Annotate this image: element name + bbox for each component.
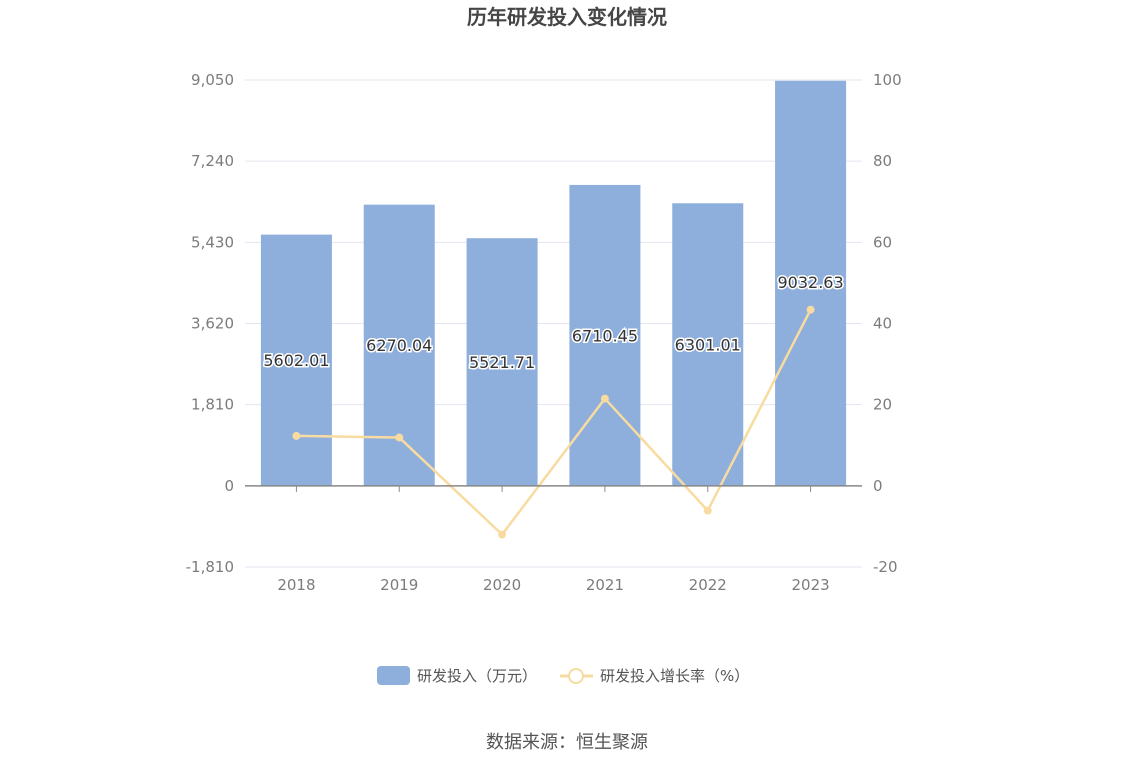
x-tick-label: 2021 (586, 576, 624, 594)
y-left-tick-label: -1,810 (186, 558, 234, 576)
y-right-tick-label: 0 (873, 477, 883, 495)
bar-value-label: 9032.63 (777, 273, 843, 292)
bar-value-label: 6301.01 (675, 336, 741, 355)
legend-bar-swatch (377, 666, 410, 685)
y-right-tick-label: 40 (873, 315, 892, 333)
source-note: 数据来源：恒生聚源 (486, 732, 648, 753)
legend[interactable]: 研发投入（万元） 研发投入增长率（%） (377, 666, 749, 685)
y-left-tick-label: 3,620 (191, 315, 234, 333)
bar (260, 234, 332, 486)
y-left-tick-label: 1,810 (191, 396, 234, 414)
x-tick-label: 2018 (277, 576, 315, 594)
y-right-tick-label: 20 (873, 396, 892, 414)
bar (466, 238, 538, 486)
x-tick-label: 2022 (689, 576, 727, 594)
data-labels: 5602.01 6270.04 5521.71 6710.45 6301.01 9032.… (262, 272, 845, 374)
growth-point (703, 506, 712, 515)
legend-bar-label: 研发投入（万元） (417, 667, 537, 685)
x-tick-label: 2020 (483, 576, 521, 594)
y-right-tick-label: 80 (873, 152, 892, 170)
growth-point (600, 394, 609, 403)
bar-value-label: 6270.04 (366, 336, 432, 355)
growth-point (292, 431, 301, 440)
bar (569, 184, 641, 486)
bar-value-label: 5521.71 (469, 353, 535, 372)
legend-line-label: 研发投入增长率（%） (600, 667, 749, 685)
y-right-tick-label: 60 (873, 233, 892, 251)
bar (672, 203, 744, 486)
legend-line-marker (568, 668, 584, 684)
y-right-tick-label: -20 (873, 558, 898, 576)
chart-title: 历年研发投入变化情况 (467, 5, 667, 29)
growth-point (395, 433, 404, 442)
x-tick-label: 2019 (380, 576, 418, 594)
growth-point (806, 305, 815, 314)
y-right-tick-label: 100 (873, 71, 902, 89)
growth-point (498, 530, 507, 539)
line-series (292, 305, 815, 539)
x-tick-label: 2023 (791, 576, 829, 594)
bar (775, 80, 847, 486)
bar-series (260, 80, 847, 486)
axes: -1,810 -20 0 0 1,810 20 3,620 40 5,430 60 7,240 80 9… (186, 71, 902, 594)
grid (245, 79, 862, 568)
bar-value-label: 5602.01 (263, 351, 329, 370)
bar-value-label: 6710.45 (572, 326, 638, 345)
y-left-tick-label: 0 (224, 477, 234, 495)
growth-line (296, 309, 812, 537)
legend-item-line[interactable]: 研发投入增长率（%） (560, 667, 749, 685)
y-left-tick-label: 7,240 (191, 152, 234, 170)
y-left-tick-label: 9,050 (191, 71, 234, 89)
legend-item-bar[interactable]: 研发投入（万元） (377, 666, 537, 685)
y-left-tick-label: 5,430 (191, 233, 234, 251)
